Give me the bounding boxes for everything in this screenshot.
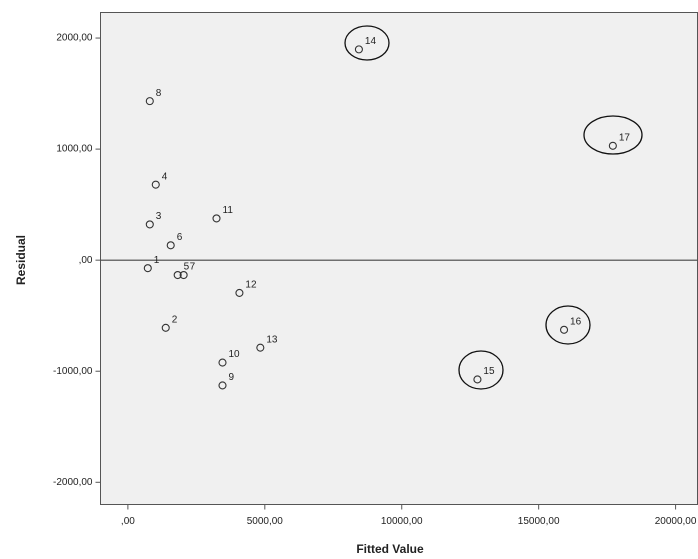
point-label: 2 [172, 314, 178, 325]
point-label: 3 [156, 211, 162, 222]
point-label: 8 [156, 88, 162, 99]
y-tick-label: 2000,00 [56, 33, 93, 44]
point-label: 10 [229, 349, 241, 360]
x-tick-label: ,00 [121, 516, 135, 527]
x-tick-label: 15000,00 [518, 516, 560, 527]
point-label: 9 [229, 372, 235, 383]
point-label: 4 [162, 171, 168, 182]
y-axis-title: Residual [14, 235, 28, 285]
point-label: 7 [190, 262, 196, 273]
x-tick-label: 5000,00 [247, 516, 284, 527]
x-tick-label: 10000,00 [381, 516, 423, 527]
page: {"chart_data": {"type": "scatter", "x_la… [0, 0, 698, 559]
y-tick-label: -1000,00 [53, 366, 93, 377]
point-label: 11 [223, 205, 234, 216]
point-label: 16 [570, 316, 582, 327]
point-label: 15 [483, 366, 495, 377]
point-label: 6 [177, 232, 183, 243]
y-tick-label: ,00 [79, 255, 93, 266]
point-label: 12 [245, 280, 257, 291]
point-label: 14 [365, 36, 377, 47]
x-axis-title: Fitted Value [356, 542, 424, 556]
chart: Fitted Value Residual 2000,00 1000,00 ,00 -… [0, 0, 698, 559]
point-label: 17 [619, 132, 631, 143]
point-label: 1 [154, 255, 160, 266]
point-label: 13 [266, 334, 278, 345]
plot-area [101, 13, 698, 505]
y-tick-label: 1000,00 [56, 144, 93, 155]
x-tick-label: 20000,00 [655, 516, 697, 527]
y-tick-label: -2000,00 [53, 477, 93, 488]
